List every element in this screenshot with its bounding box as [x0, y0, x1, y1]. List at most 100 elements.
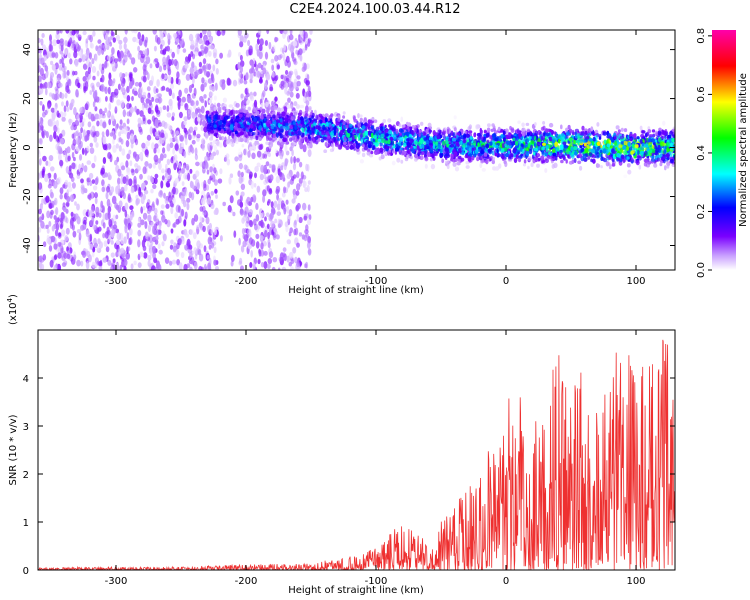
spectrogram-cell [68, 78, 72, 87]
spectrogram-cell [304, 263, 308, 269]
spectrogram-cell [152, 30, 157, 35]
spectrogram-cell [92, 246, 96, 253]
spectrogram-cell [106, 111, 111, 119]
spectrogram-cell [262, 90, 266, 98]
spectrogram-cell [588, 132, 592, 136]
spectrogram-cell [128, 149, 132, 155]
spectrogram-cell [269, 174, 274, 182]
spectrogram-cell [295, 190, 300, 196]
spectrogram-cell [65, 166, 70, 174]
spectrogram-cell [75, 89, 79, 98]
spectrogram-cell [178, 147, 183, 154]
spectrogram-cell [152, 184, 157, 190]
spectrogram-cell [670, 158, 674, 164]
spectrogram-cell [247, 39, 251, 47]
spectrogram-cell [198, 249, 202, 256]
spectrogram-cell [153, 154, 159, 163]
spectrogram-cell [178, 262, 183, 270]
spectrogram-cell [111, 47, 115, 55]
spectrogram-cell [178, 89, 182, 98]
spectrogram-cell [49, 72, 55, 78]
spectrogram-cell [287, 97, 291, 103]
spectrogram-cell [265, 101, 269, 108]
spectrogram-cell [76, 229, 82, 234]
spectrogram-cell [128, 237, 132, 246]
spectrogram-cell [250, 196, 254, 203]
spectrogram-cell [288, 251, 294, 259]
spectrogram-cell [133, 260, 137, 266]
spectrogram-cell [296, 80, 301, 87]
spectrogram-cell [102, 232, 106, 239]
spectrogram-cell [281, 266, 287, 270]
spectrogram-cell [122, 109, 127, 118]
spectrogram-cell [525, 122, 530, 126]
spectrogram-cell [48, 155, 54, 162]
spectrogram-cell [216, 30, 221, 37]
spectrogram-cell [307, 85, 311, 92]
spectrogram-cell [64, 235, 69, 242]
spectrogram-cell [264, 82, 268, 90]
spectrogram-cell [205, 132, 209, 140]
spectrogram-cell [271, 164, 276, 169]
spectrogram-cell [49, 34, 52, 42]
spectrogram-cell [640, 133, 645, 138]
spectrogram-cell [42, 104, 45, 112]
spectrogram-cell [627, 169, 632, 175]
spectrogram-cell [66, 106, 70, 112]
spectrogram-cell [120, 76, 124, 83]
spectrogram-cell [105, 30, 110, 34]
spectrogram-cell [290, 156, 293, 164]
spectrogram-cell [115, 204, 120, 211]
spectrogram-cell [302, 144, 307, 153]
spectrogram-cell [544, 128, 549, 133]
spectrogram-cell [153, 258, 158, 263]
spectrogram-cell [268, 163, 272, 169]
spectrogram-cell [239, 108, 243, 113]
spectrogram-cell [44, 109, 48, 116]
spectrogram-cell [244, 32, 249, 39]
spectrogram-cell [107, 143, 112, 150]
spectrogram-cell [189, 66, 193, 74]
spectrogram-cell [189, 252, 193, 258]
spectrogram-cell [277, 100, 280, 104]
spectrogram-cell [248, 209, 253, 216]
spectrogram-cell [498, 137, 502, 142]
spectrogram-cell [602, 131, 607, 136]
spectrogram-cell [150, 175, 153, 182]
spectrogram-cell [122, 90, 128, 99]
spectrogram-cell [126, 153, 131, 160]
spectrogram-cell [259, 143, 264, 150]
spectrogram-cell [175, 249, 180, 258]
spectrogram-cell [178, 111, 183, 119]
spectrogram-cell [357, 122, 362, 128]
spectrogram-cell [169, 83, 175, 90]
spectrogram-cell [94, 197, 98, 205]
spectrogram-cell [510, 128, 515, 133]
spectrogram-cell [110, 30, 114, 37]
spectrogram-cell [267, 231, 270, 240]
spectrogram-cell [80, 127, 83, 134]
spectrogram-cell [146, 72, 150, 81]
spectrogram-cell [299, 54, 303, 62]
spectrogram-cell [129, 228, 133, 236]
spectrogram-cell [289, 30, 293, 35]
spectrogram-cell [41, 73, 47, 81]
spectrogram-cell [328, 142, 331, 147]
spectrogram-cell [663, 135, 667, 139]
spectrogram-cell [75, 137, 81, 145]
spectrogram-cell [70, 211, 74, 217]
spectrogram-cell [244, 206, 249, 215]
spectrogram-cell [266, 30, 270, 35]
spectrogram-cell [600, 156, 604, 162]
spectrogram-cell [163, 153, 167, 159]
spectrogram-cell [57, 252, 62, 259]
spectrogram-cell [306, 90, 310, 98]
spectrogram-cell [169, 142, 174, 149]
spectrogram-cell [76, 46, 81, 52]
spectrogram-cell [133, 67, 138, 73]
spectrogram-cell [307, 142, 310, 147]
spectrogram-cell [74, 201, 77, 206]
spectrogram-cell [124, 30, 128, 35]
spectrogram-cell [61, 101, 64, 107]
spectrogram-cell [194, 42, 199, 51]
